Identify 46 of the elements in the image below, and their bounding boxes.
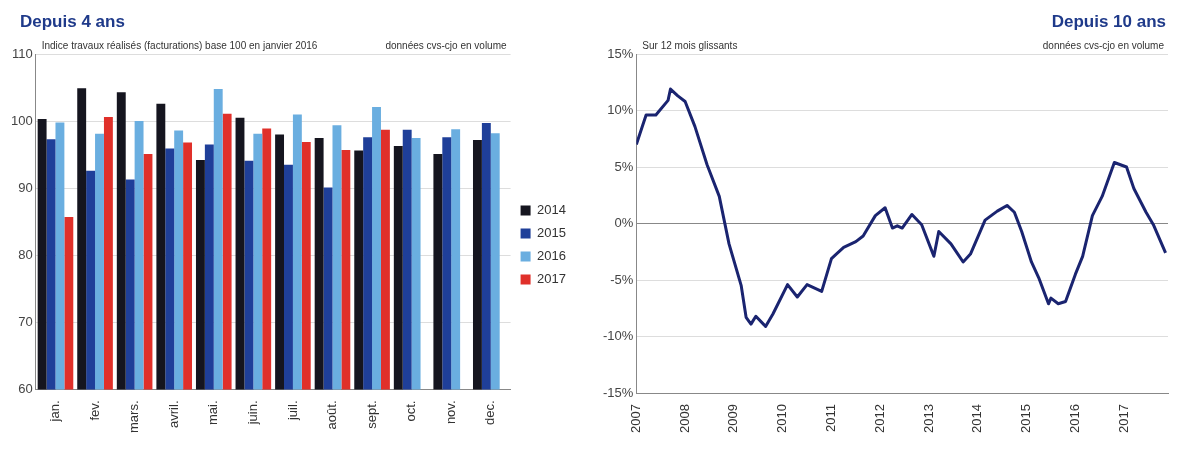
- x-tick-label: août.: [324, 400, 340, 430]
- x-tick-label: 2011: [823, 404, 839, 433]
- x-tick-label: 2013: [920, 404, 936, 433]
- text: Sur 12 mois glissants: [642, 39, 738, 51]
- y-tick-label: -15%: [602, 384, 634, 400]
- y-tick-label: 15%: [607, 45, 634, 61]
- x-tick-label: dec.: [482, 400, 498, 426]
- legend-label: 2014: [537, 202, 566, 218]
- y-tick-label: 80: [18, 246, 33, 262]
- y-tick-label: -5%: [610, 271, 634, 287]
- x-tick-label: 2014: [969, 404, 985, 433]
- x-tick-label: mars.: [126, 400, 142, 433]
- y-tick-label: 90: [18, 179, 33, 195]
- y-tick-label: -10%: [602, 328, 634, 344]
- x-tick-label: nov.: [442, 400, 458, 425]
- y-tick-label: 10%: [607, 102, 634, 118]
- chart-title: Depuis 10 ans: [1050, 11, 1167, 33]
- text: données cvs-cjo en volume: [1042, 39, 1165, 51]
- x-tick-label: 2015: [1018, 404, 1034, 433]
- text: données cvs-cjo en volume: [385, 39, 508, 51]
- x-tick-label: fev.: [86, 400, 102, 421]
- legend-label: 2017: [537, 271, 566, 287]
- x-tick-label: 2010: [774, 404, 790, 433]
- x-tick-label: avril.: [165, 400, 181, 428]
- x-tick-label: 2012: [871, 404, 887, 433]
- legend-label: 2016: [537, 248, 566, 264]
- y-tick-label: 100: [10, 112, 33, 128]
- x-tick-label: jan.: [47, 400, 63, 423]
- x-tick-label: 2008: [676, 404, 692, 433]
- y-tick-label: 0%: [614, 215, 634, 231]
- x-tick-label: juil.: [284, 400, 300, 422]
- x-tick-label: 2016: [1066, 404, 1082, 433]
- text: Indice travaux réalisés (facturations) base 100 en janvier 2016: [41, 39, 318, 51]
- x-tick-label: sept.: [363, 400, 379, 429]
- y-tick-label: 60: [18, 381, 33, 397]
- chart-title: Depuis 4 ans: [19, 11, 126, 33]
- x-tick-label: oct.: [403, 400, 419, 422]
- x-tick-label: juin.: [244, 400, 260, 426]
- y-tick-label: 5%: [614, 158, 634, 174]
- legend-label: 2015: [537, 225, 566, 241]
- y-tick-label: 110: [11, 45, 33, 61]
- x-tick-label: 2017: [1115, 404, 1131, 433]
- x-tick-label: mai.: [205, 400, 221, 426]
- x-tick-label: 2009: [725, 404, 741, 433]
- x-tick-label: 2007: [627, 404, 643, 433]
- y-tick-label: 70: [18, 313, 33, 329]
